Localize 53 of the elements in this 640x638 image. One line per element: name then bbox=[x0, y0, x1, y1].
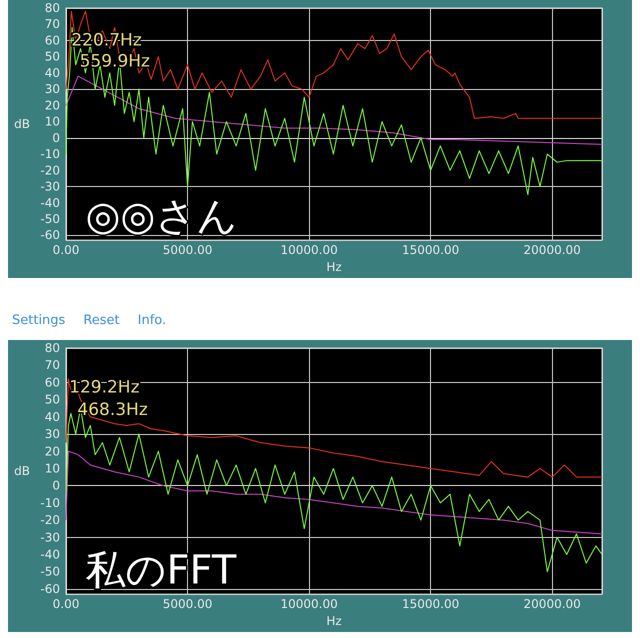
y-tick-label: 20 bbox=[44, 98, 60, 112]
x-axis-title: Hz bbox=[326, 260, 342, 274]
x-tick-label: 15000.00 bbox=[402, 597, 460, 612]
y-tick-label: -50 bbox=[40, 564, 60, 579]
y-tick-label: -40 bbox=[40, 548, 60, 562]
y-tick-label: 10 bbox=[44, 461, 60, 476]
line-series bbox=[66, 450, 602, 534]
text: Info. bbox=[138, 313, 166, 328]
y-tick-label: 30 bbox=[44, 427, 60, 442]
y-tick-label: -20 bbox=[40, 513, 60, 528]
line-series bbox=[66, 26, 602, 196]
y-tick-label: 50 bbox=[44, 392, 60, 407]
y-tick-label: 80 bbox=[44, 1, 60, 15]
y-tick-label: -60 bbox=[40, 582, 60, 596]
y-axis-title: dB bbox=[14, 464, 30, 478]
y-tick-label: 0 bbox=[52, 478, 60, 493]
y-tick-label: 30 bbox=[44, 82, 60, 96]
y-axis-title: dB bbox=[14, 117, 30, 132]
x-tick-label: 0.00 bbox=[52, 243, 80, 258]
y-tick-label: -40 bbox=[40, 196, 60, 210]
x-tick-label: 20000.00 bbox=[524, 243, 581, 258]
y-tick-label: 20 bbox=[44, 444, 60, 458]
y-tick-label: -10 bbox=[40, 147, 60, 162]
x-tick-label: 15000.00 bbox=[402, 243, 460, 258]
x-tick-label: 10000.00 bbox=[280, 243, 338, 258]
y-tick-label: 0 bbox=[52, 130, 60, 145]
y-tick-label: 40 bbox=[44, 66, 60, 80]
y-tick-label: -20 bbox=[40, 163, 60, 178]
x-tick-label: 20000.00 bbox=[524, 597, 581, 612]
y-tick-label: -60 bbox=[40, 228, 60, 242]
text: Settings bbox=[12, 313, 66, 328]
line-series bbox=[66, 76, 602, 145]
x-tick-label: 10000.00 bbox=[280, 597, 338, 612]
y-tick-label: 70 bbox=[44, 17, 60, 32]
y-tick-label: -10 bbox=[40, 496, 60, 510]
annotation: 129.2Hz bbox=[69, 378, 140, 398]
line-series bbox=[66, 378, 602, 478]
y-tick-label: 60 bbox=[44, 375, 60, 390]
y-tick-label: -50 bbox=[40, 212, 60, 226]
line-series bbox=[66, 10, 602, 119]
y-tick-label: 10 bbox=[44, 114, 60, 129]
x-axis-title: Hz bbox=[326, 614, 342, 628]
y-tick-label: 60 bbox=[44, 33, 60, 48]
x-tick-label: 5000.00 bbox=[162, 243, 212, 258]
x-tick-label: 5000.00 bbox=[162, 597, 212, 612]
y-tick-label: 50 bbox=[44, 50, 60, 64]
y-tick-label: 40 bbox=[44, 410, 60, 424]
y-tick-label: -30 bbox=[40, 530, 60, 544]
y-tick-label: 70 bbox=[44, 358, 60, 372]
y-tick-label: -30 bbox=[40, 180, 60, 194]
y-tick-label: 80 bbox=[44, 341, 60, 355]
text: Reset bbox=[83, 313, 120, 328]
x-tick-label: 0.00 bbox=[52, 597, 80, 612]
